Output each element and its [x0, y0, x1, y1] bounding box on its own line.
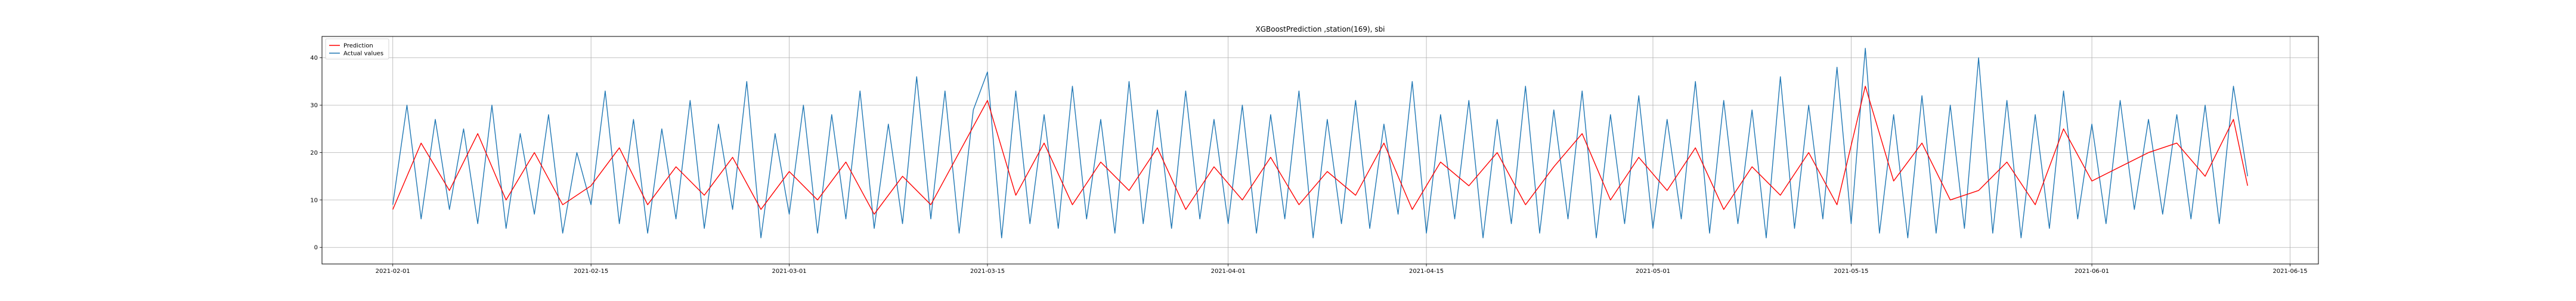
legend-label: Actual values	[343, 51, 383, 57]
x-tick-label: 2021-02-01	[376, 268, 410, 275]
y-tick-label: 20	[310, 150, 318, 156]
y-tick-label: 40	[310, 55, 318, 62]
x-tick-label: 2021-05-15	[1834, 268, 1868, 275]
axes-frame	[321, 36, 2319, 265]
y-tick-label: 30	[310, 103, 318, 109]
x-tick-label: 2021-04-01	[1211, 268, 1246, 275]
y-tick-label: 10	[310, 197, 318, 204]
series-line-actual-values	[392, 48, 2248, 239]
x-tick-label: 2021-02-15	[574, 268, 608, 275]
x-tick-label: 2021-03-01	[772, 268, 807, 275]
x-tick-label: 2021-04-15	[1409, 268, 1444, 275]
x-tick-label: 2021-06-15	[2272, 268, 2307, 275]
x-tick-label: 2021-05-01	[1636, 268, 1670, 275]
plot-area: 2021-02-01 2021-02-15 2021-03-01 2021-03-15…	[310, 36, 2319, 275]
series-line-prediction	[392, 85, 2248, 215]
y-tick-label: 0	[314, 245, 318, 251]
x-tick-label: 2021-06-01	[2075, 268, 2109, 275]
chart-title: XGBoostPrediction ,station(169), sbi	[1255, 25, 1385, 33]
x-tick-label: 2021-03-15	[970, 268, 1005, 275]
legend-box	[325, 38, 389, 60]
legend-label: Prediction	[343, 43, 373, 50]
